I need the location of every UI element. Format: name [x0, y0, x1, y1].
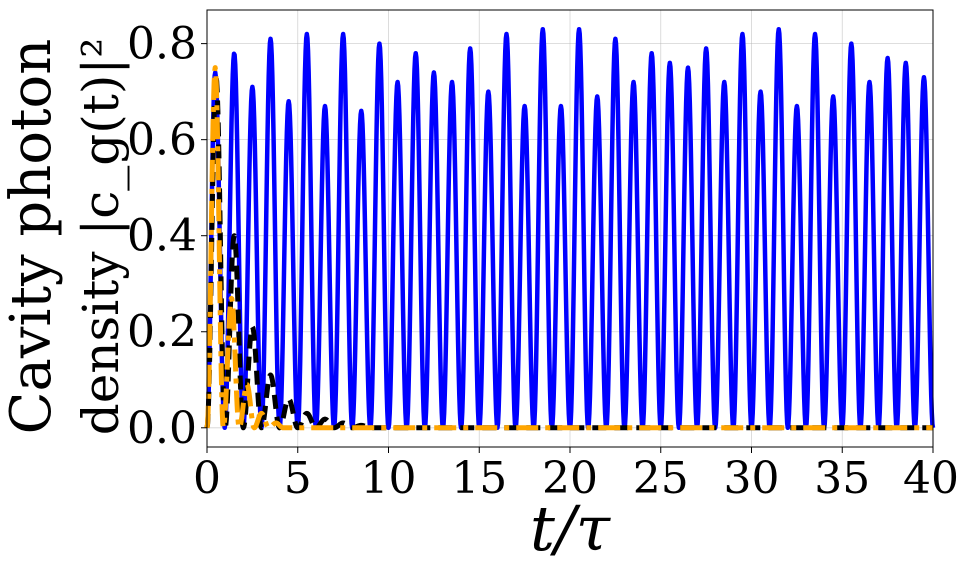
y-tick-label: 0.8	[127, 19, 197, 70]
y-tick-label: 0.6	[127, 115, 197, 166]
x-tick-label: 35	[814, 453, 870, 504]
x-tick-label: 0	[193, 453, 221, 504]
x-tick-label: 40	[903, 453, 959, 504]
y-axis-title-line2: density |c_g(t)|²	[72, 38, 130, 436]
y-tick-label: 0.0	[127, 403, 197, 454]
x-tick-label: 20	[542, 453, 598, 504]
axis-ticks: 0 5 10 15 20 25 30 35 40 0.0 0.2 0.4 0.6 0.8	[127, 19, 959, 504]
plot-series	[204, 26, 936, 431]
x-tick-label: 5	[284, 453, 312, 504]
x-tick-label: 30	[724, 453, 780, 504]
y-tick-label: 0.2	[127, 307, 197, 358]
x-tick-label: 25	[633, 453, 689, 504]
series-line-3	[204, 65, 933, 431]
x-tick-label: 10	[361, 453, 417, 504]
y-axis-title-line1: Cavity photon	[0, 39, 64, 435]
x-axis-title: t/τ	[530, 492, 612, 565]
series-line-2	[204, 74, 933, 431]
y-tick-label: 0.4	[127, 211, 197, 262]
x-tick-label: 15	[451, 453, 507, 504]
